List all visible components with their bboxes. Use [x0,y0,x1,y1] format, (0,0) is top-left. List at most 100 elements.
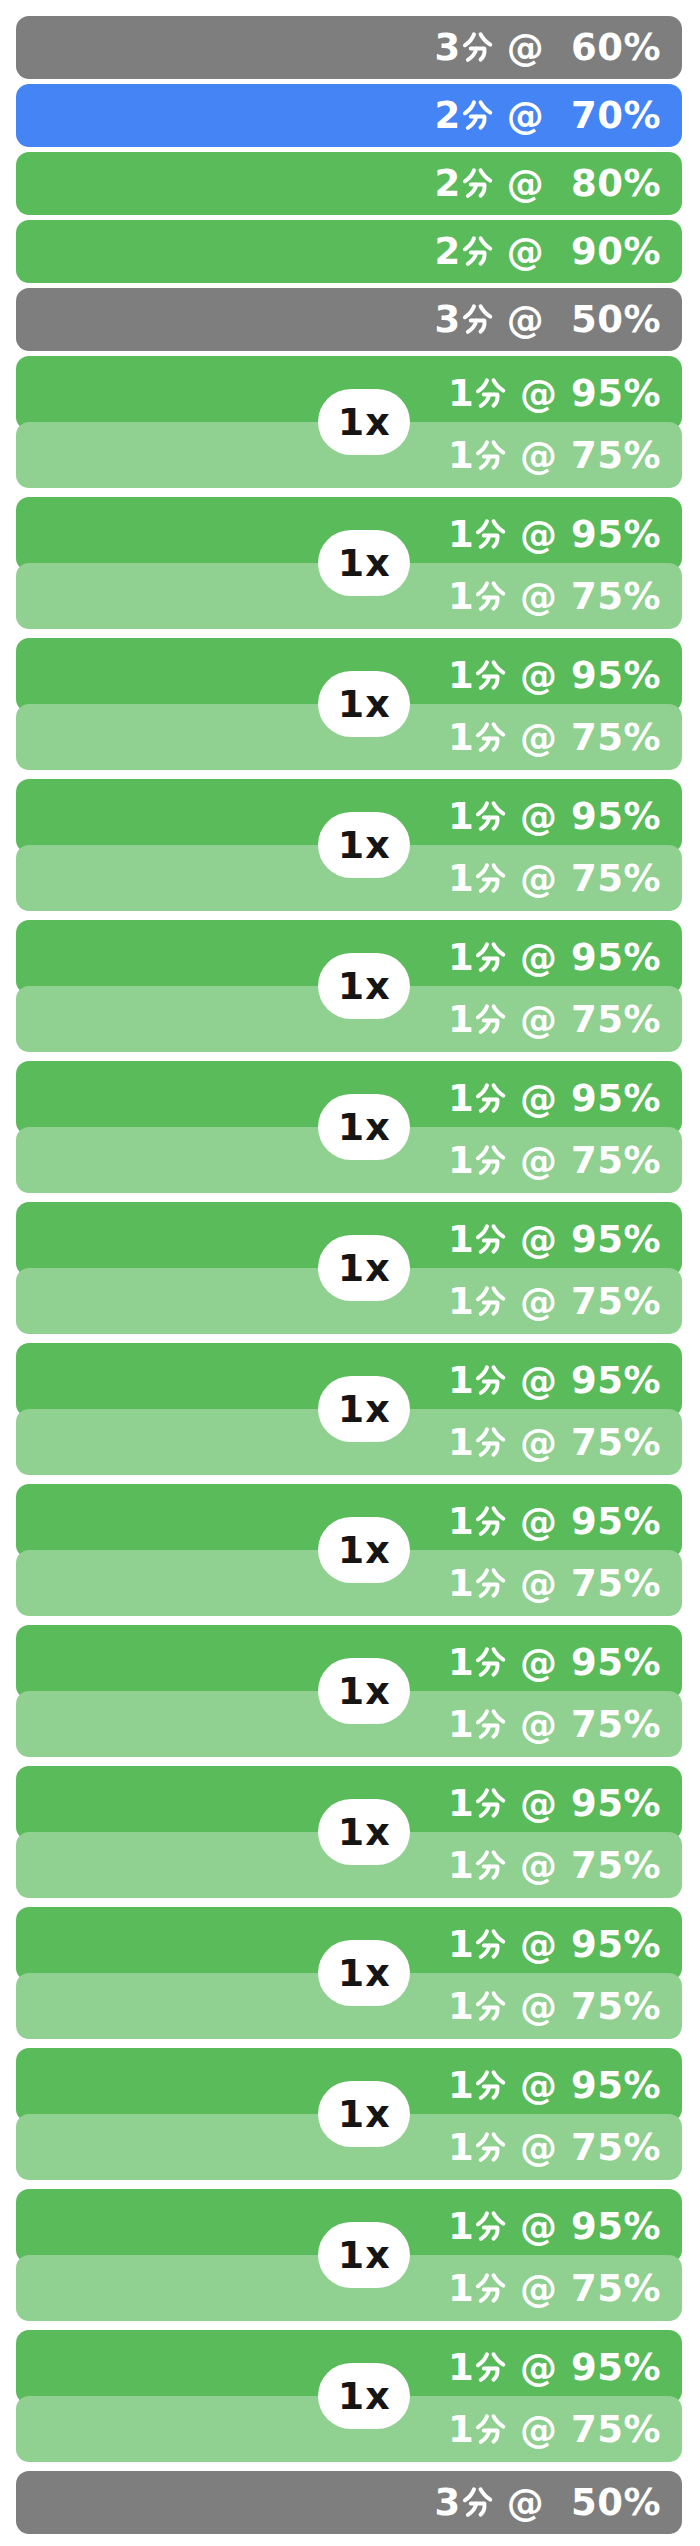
interval-label: 2 @ 70% [434,97,661,134]
repeat-count-badge[interactable]: 1x [318,2081,410,2147]
minute-unit-glyph [474,1363,507,1396]
repeat-interval-block[interactable]: 1 @ 95% 1 @ 75% 1x [16,1484,682,1616]
repeat-count-label: 1x [338,967,391,1005]
interval-bar[interactable]: 2 @ 90% [16,220,682,283]
minute-unit-glyph [474,2271,507,2304]
repeat-count-label: 1x [338,1249,391,1287]
minute-unit-glyph [474,1222,507,1255]
interval-label: 1 @ 75% [448,578,661,615]
interval-bar[interactable]: 2 @ 80% [16,152,682,215]
repeat-count-badge[interactable]: 1x [318,2222,410,2288]
repeat-count-badge[interactable]: 1x [318,2363,410,2429]
interval-label: 1 @ 75% [448,437,661,474]
interval-label: 1 @ 95% [448,1080,661,1117]
interval-bar[interactable]: 3 @ 50% [16,2471,682,2534]
repeat-interval-block[interactable]: 1 @ 95% 1 @ 75% 1x [16,1907,682,2039]
minute-unit-glyph [474,1566,507,1599]
interval-label: 2 @ 90% [434,233,661,270]
repeat-count-badge[interactable]: 1x [318,1658,410,1724]
repeat-interval-block[interactable]: 1 @ 95% 1 @ 75% 1x [16,920,682,1052]
interval-label: 1 @ 75% [448,1706,661,1743]
repeat-count-badge[interactable]: 1x [318,1799,410,1865]
interval-label: 1 @ 95% [448,1926,661,1963]
minute-unit-glyph [474,1081,507,1114]
repeat-interval-block[interactable]: 1 @ 95% 1 @ 75% 1x [16,1202,682,1334]
minute-unit-glyph [474,1848,507,1881]
repeat-count-badge[interactable]: 1x [318,953,410,1019]
interval-label: 3 @ 60% [434,29,661,66]
minute-unit-glyph [474,517,507,550]
repeat-count-badge[interactable]: 1x [318,1940,410,2006]
minute-unit-glyph [474,658,507,691]
repeat-count-badge[interactable]: 1x [318,671,410,737]
interval-label: 3 @ 50% [434,2484,661,2521]
interval-label: 1 @ 75% [448,2129,661,2166]
repeat-count-badge[interactable]: 1x [318,530,410,596]
repeat-interval-block[interactable]: 1 @ 95% 1 @ 75% 1x [16,356,682,488]
repeat-interval-block[interactable]: 1 @ 95% 1 @ 75% 1x [16,1061,682,1193]
minute-unit-glyph [474,1425,507,1458]
interval-label: 1 @ 75% [448,860,661,897]
interval-label: 3 @ 50% [434,301,661,338]
repeat-interval-block[interactable]: 1 @ 95% 1 @ 75% 1x [16,1625,682,1757]
interval-label: 1 @ 95% [448,2349,661,2386]
interval-label: 1 @ 95% [448,2208,661,2245]
minute-unit-glyph [474,438,507,471]
minute-unit-glyph [474,940,507,973]
repeat-count-label: 1x [338,2236,391,2274]
repeat-interval-block[interactable]: 1 @ 95% 1 @ 75% 1x [16,1766,682,1898]
repeat-interval-block[interactable]: 1 @ 95% 1 @ 75% 1x [16,2189,682,2321]
minute-unit-glyph [474,1284,507,1317]
repeat-count-label: 1x [338,1813,391,1851]
interval-label: 2 @ 80% [434,165,661,202]
interval-label: 1 @ 75% [448,1847,661,1884]
repeat-count-label: 1x [338,2095,391,2133]
interval-label: 1 @ 75% [448,1142,661,1179]
minute-unit-glyph [474,1786,507,1819]
repeat-count-badge[interactable]: 1x [318,1517,410,1583]
repeat-count-label: 1x [338,544,391,582]
repeat-count-label: 1x [338,403,391,441]
repeat-count-badge[interactable]: 1x [318,812,410,878]
minute-unit-glyph [474,861,507,894]
repeat-interval-block[interactable]: 1 @ 95% 1 @ 75% 1x [16,497,682,629]
repeat-count-label: 1x [338,1108,391,1146]
interval-bar[interactable]: 3 @ 60% [16,16,682,79]
interval-label: 1 @ 75% [448,1283,661,1320]
interval-bar[interactable]: 3 @ 50% [16,288,682,351]
interval-label: 1 @ 75% [448,2411,661,2448]
interval-label: 1 @ 95% [448,1785,661,1822]
minute-unit-glyph [474,2068,507,2101]
interval-label: 1 @ 95% [448,1362,661,1399]
interval-label: 1 @ 75% [448,1565,661,1602]
repeat-count-badge[interactable]: 1x [318,1235,410,1301]
repeat-interval-block[interactable]: 1 @ 95% 1 @ 75% 1x [16,2048,682,2180]
minute-unit-glyph [461,302,494,335]
repeat-interval-block[interactable]: 1 @ 95% 1 @ 75% 1x [16,779,682,911]
repeat-interval-block[interactable]: 1 @ 95% 1 @ 75% 1x [16,638,682,770]
repeat-interval-block[interactable]: 1 @ 95% 1 @ 75% 1x [16,1343,682,1475]
repeat-count-label: 1x [338,2377,391,2415]
interval-label: 1 @ 75% [448,719,661,756]
minute-unit-glyph [474,1504,507,1537]
interval-label: 1 @ 95% [448,375,661,412]
repeat-count-label: 1x [338,1531,391,1569]
interval-bar[interactable]: 2 @ 70% [16,84,682,147]
interval-label: 1 @ 95% [448,657,661,694]
minute-unit-glyph [474,1707,507,1740]
interval-label: 1 @ 95% [448,939,661,976]
repeat-count-badge[interactable]: 1x [318,1094,410,1160]
minute-unit-glyph [474,376,507,409]
minute-unit-glyph [474,1989,507,2022]
interval-label: 1 @ 95% [448,1221,661,1258]
interval-label: 1 @ 95% [448,516,661,553]
repeat-interval-block[interactable]: 1 @ 95% 1 @ 75% 1x [16,2330,682,2462]
repeat-count-label: 1x [338,1954,391,1992]
repeat-count-label: 1x [338,1390,391,1428]
minute-unit-glyph [474,720,507,753]
minute-unit-glyph [474,1143,507,1176]
minute-unit-glyph [461,166,494,199]
repeat-count-badge[interactable]: 1x [318,1376,410,1442]
minute-unit-glyph [461,30,494,63]
repeat-count-badge[interactable]: 1x [318,389,410,455]
